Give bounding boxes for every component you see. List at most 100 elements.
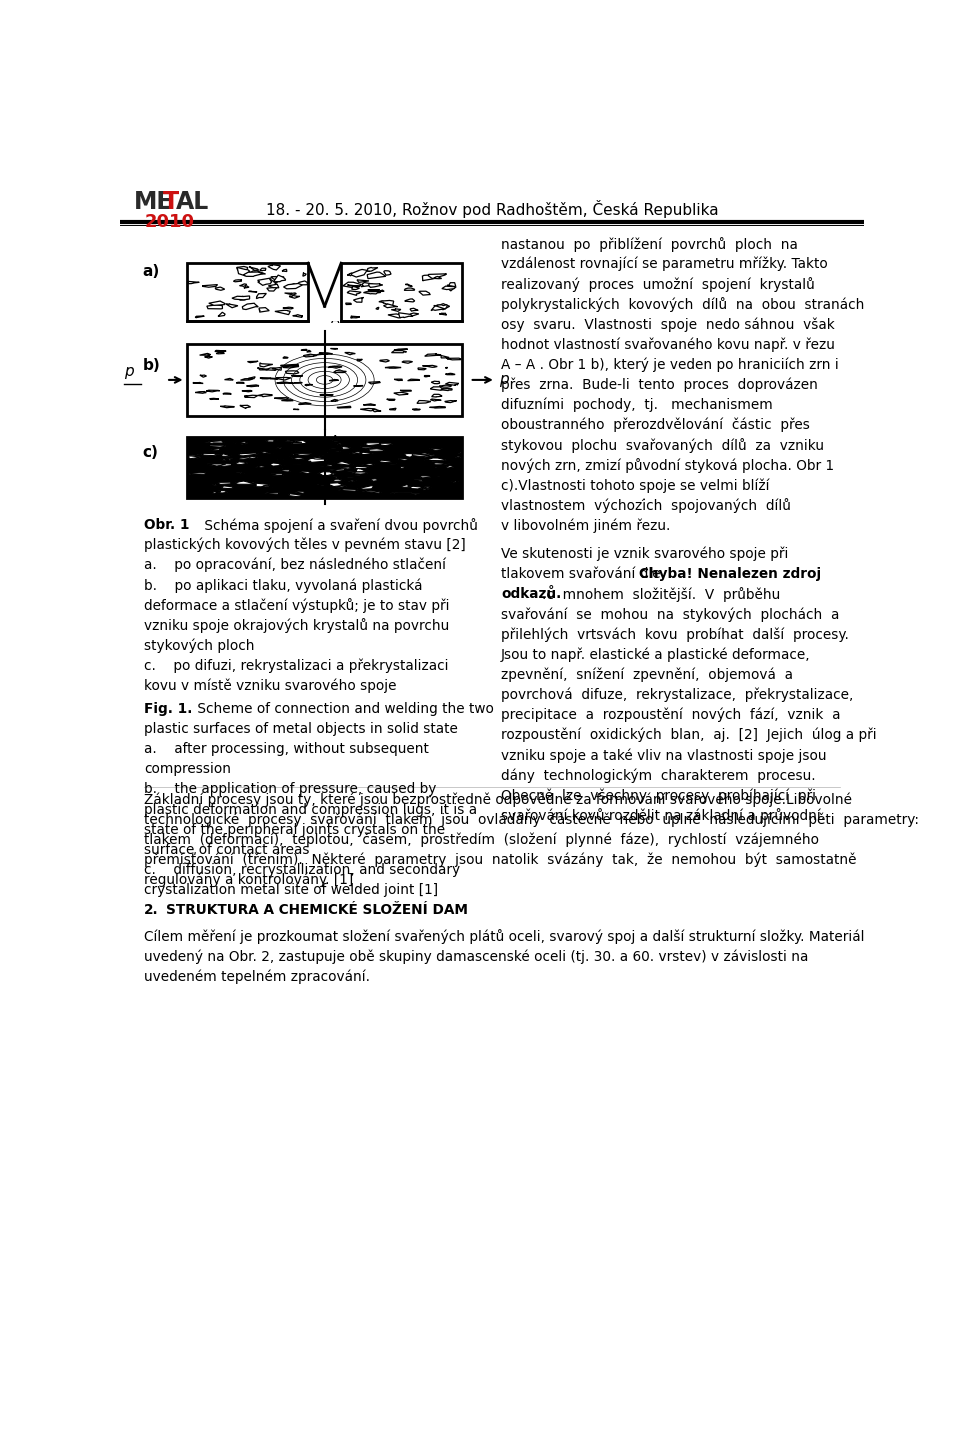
Text: c.    diffusion, recrystallization, and secondary: c. diffusion, recrystallization, and sec… — [144, 864, 460, 877]
Polygon shape — [274, 274, 286, 282]
Polygon shape — [445, 382, 459, 385]
Text: svařování  se  mohou  na  stykových  plochách  a: svařování se mohou na stykových plochách… — [501, 608, 839, 622]
Polygon shape — [254, 486, 269, 489]
Bar — [341, 263, 463, 320]
Polygon shape — [341, 467, 351, 468]
Text: state of the peripheral joints crystals on the: state of the peripheral joints crystals … — [144, 823, 444, 836]
Polygon shape — [314, 457, 329, 460]
Polygon shape — [206, 391, 220, 392]
Polygon shape — [276, 447, 285, 448]
Text: T: T — [163, 190, 180, 214]
Polygon shape — [210, 491, 221, 493]
Polygon shape — [364, 292, 380, 295]
Polygon shape — [237, 457, 256, 460]
Polygon shape — [398, 313, 413, 318]
Polygon shape — [351, 286, 359, 290]
Polygon shape — [357, 486, 373, 489]
Text: Základní procesy jsou ty, které jsou bezprostředně odpovědné za formování svarov: Základní procesy jsou ty, které jsou bez… — [144, 792, 852, 806]
Polygon shape — [332, 366, 342, 368]
Polygon shape — [319, 471, 333, 476]
Polygon shape — [282, 269, 287, 272]
Polygon shape — [240, 405, 251, 408]
Polygon shape — [384, 303, 397, 308]
Polygon shape — [409, 313, 419, 316]
Text: c).Vlastnosti tohoto spoje se velmi blíží: c).Vlastnosti tohoto spoje se velmi blíž… — [501, 479, 769, 493]
Polygon shape — [226, 303, 238, 308]
Polygon shape — [405, 285, 413, 286]
Text: c.    po difuzi, rekrystalizaci a překrystalizaci: c. po difuzi, rekrystalizaci a překrysta… — [144, 658, 448, 673]
Text: a): a) — [142, 264, 159, 279]
Polygon shape — [315, 484, 327, 486]
Polygon shape — [431, 466, 439, 467]
Polygon shape — [329, 468, 347, 471]
Polygon shape — [431, 381, 440, 384]
Polygon shape — [364, 445, 383, 447]
Polygon shape — [441, 388, 452, 391]
Polygon shape — [357, 280, 369, 282]
Bar — [187, 343, 462, 415]
Polygon shape — [215, 464, 235, 467]
Polygon shape — [430, 448, 443, 450]
Polygon shape — [271, 277, 284, 280]
Text: nových zrn, zmizí původní styková plocha. Obr 1: nových zrn, zmizí původní styková plocha… — [501, 458, 834, 473]
Polygon shape — [348, 273, 352, 276]
Polygon shape — [292, 457, 304, 460]
Text: deformace a stlačení výstupků; je to stav při: deformace a stlačení výstupků; je to sta… — [144, 598, 449, 614]
Polygon shape — [204, 441, 218, 443]
Polygon shape — [306, 458, 327, 463]
Polygon shape — [259, 308, 269, 312]
Bar — [187, 343, 462, 415]
Polygon shape — [260, 269, 266, 270]
Polygon shape — [369, 283, 383, 287]
Text: vzniku spoje okrajových krystalů na povrchu: vzniku spoje okrajových krystalů na povr… — [144, 618, 449, 634]
Polygon shape — [446, 358, 461, 359]
Polygon shape — [188, 456, 201, 458]
Text: polykrystalických  kovových  dílů  na  obou  stranách: polykrystalických kovových dílů na obou … — [501, 297, 864, 312]
Text: A – A . Obr 1 b), který je veden po hraniciích zrn i: A – A . Obr 1 b), který je veden po hran… — [501, 358, 839, 372]
Polygon shape — [417, 401, 431, 404]
Polygon shape — [256, 293, 266, 299]
Polygon shape — [238, 453, 258, 456]
Polygon shape — [402, 361, 413, 364]
Text: Ve skutenosti je vznik svarového spoje při: Ve skutenosti je vznik svarového spoje p… — [501, 546, 788, 562]
Bar — [187, 263, 308, 320]
Polygon shape — [271, 474, 283, 476]
Polygon shape — [283, 308, 293, 309]
Polygon shape — [365, 443, 380, 445]
Polygon shape — [370, 479, 380, 481]
Text: odkazů.: odkazů. — [501, 588, 562, 601]
Polygon shape — [279, 468, 285, 470]
Polygon shape — [236, 441, 248, 444]
Text: stykovou  plochu  svařovaných  dílů  za  vzniku: stykovou plochu svařovaných dílů za vzni… — [501, 438, 824, 453]
Polygon shape — [223, 457, 233, 458]
Polygon shape — [432, 394, 442, 397]
Polygon shape — [286, 440, 307, 444]
Text: Obr. 1: Obr. 1 — [144, 517, 189, 532]
Polygon shape — [352, 471, 369, 474]
Polygon shape — [422, 365, 437, 368]
Text: svařování kovů rozdělit na základní a průvodní.: svařování kovů rozdělit na základní a pr… — [501, 809, 825, 823]
Polygon shape — [287, 494, 306, 497]
Text: b): b) — [142, 358, 160, 374]
Polygon shape — [297, 282, 307, 285]
Polygon shape — [329, 438, 335, 441]
Polygon shape — [376, 460, 397, 463]
Text: Fig. 1.: Fig. 1. — [144, 701, 192, 716]
Polygon shape — [422, 274, 436, 282]
Polygon shape — [377, 290, 384, 292]
Polygon shape — [446, 466, 460, 468]
Polygon shape — [424, 487, 431, 489]
Polygon shape — [336, 443, 342, 445]
Text: Jsou to např. elastické a plastické deformace,: Jsou to např. elastické a plastické defo… — [501, 648, 810, 662]
Polygon shape — [428, 274, 446, 279]
Text: osy  svaru.  Vlastnosti  spoje  nedo sáhnou  však: osy svaru. Vlastnosti spoje nedo sáhnou … — [501, 318, 834, 332]
Bar — [187, 437, 462, 497]
Bar — [308, 263, 341, 320]
Polygon shape — [424, 458, 446, 461]
Polygon shape — [269, 474, 283, 476]
Polygon shape — [440, 313, 446, 315]
Text: Schéma spojení a svaření dvou povrchů: Schéma spojení a svaření dvou povrchů — [201, 517, 478, 533]
Polygon shape — [412, 480, 424, 481]
Text: .c  mnohem  složitější.  V  průběhu: .c mnohem složitější. V průběhu — [541, 588, 780, 602]
Text: crystalization metal site of welded joint [1]: crystalization metal site of welded join… — [144, 884, 438, 897]
